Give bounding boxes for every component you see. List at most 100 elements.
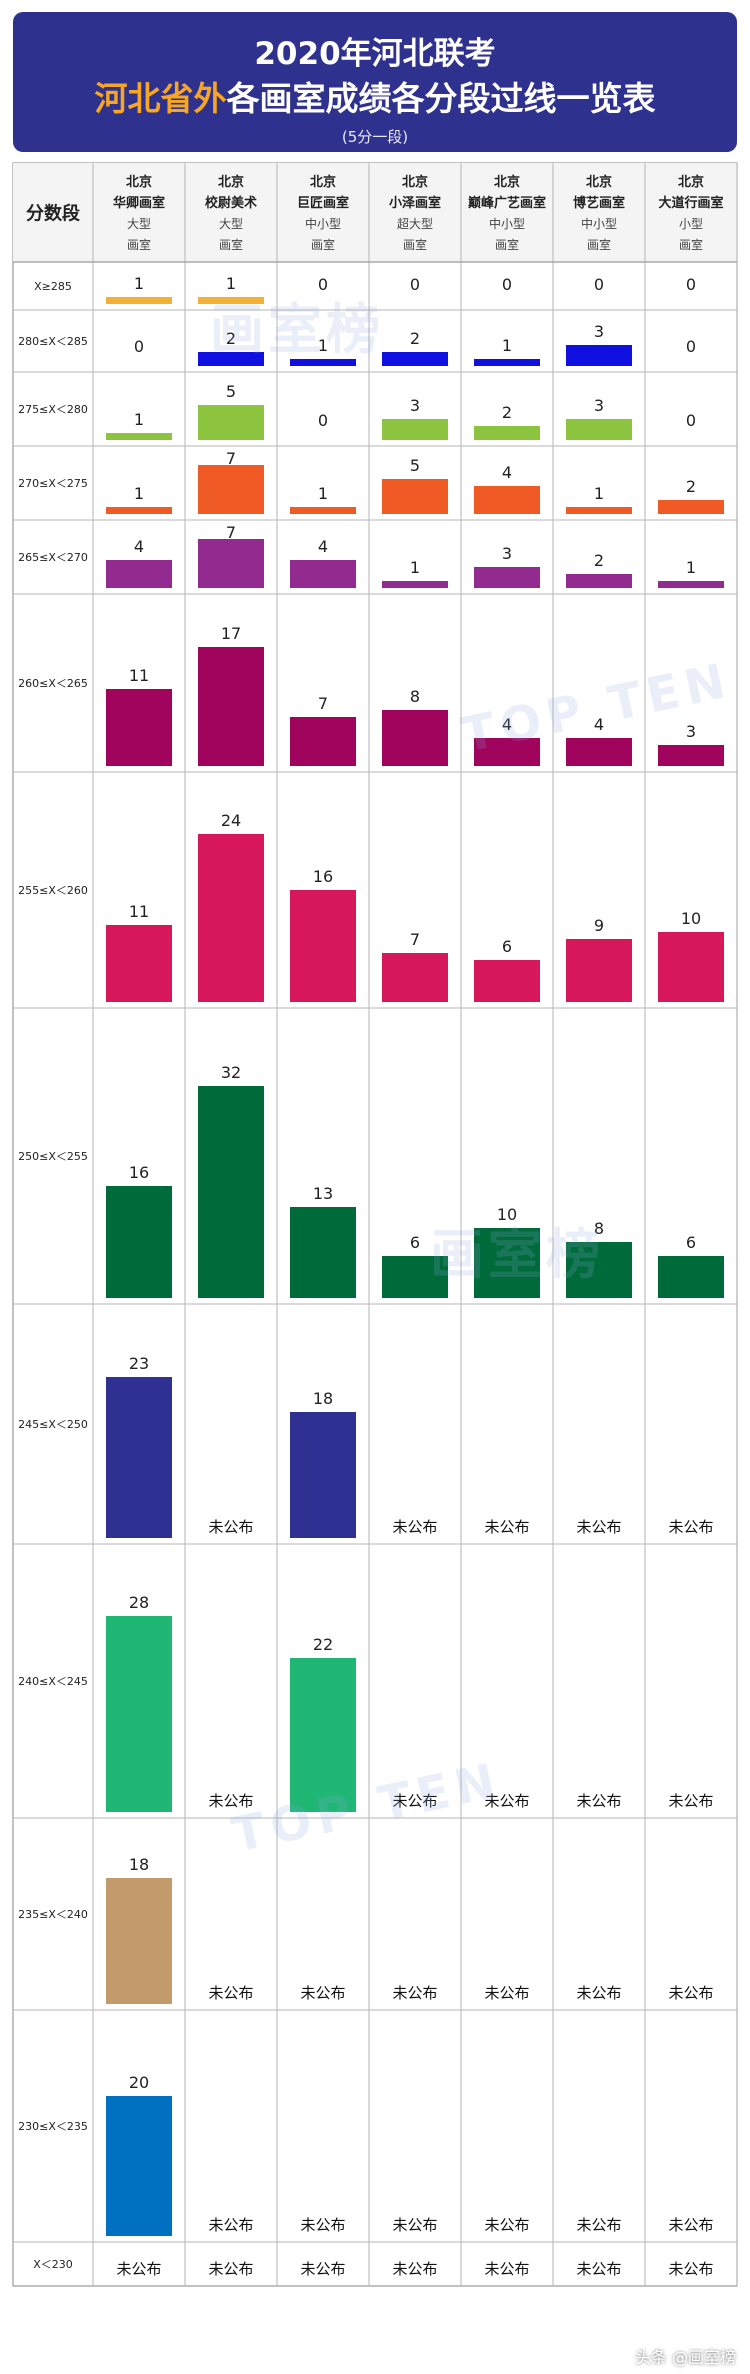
- bar: [106, 1186, 172, 1298]
- bar: [106, 560, 172, 588]
- not-published-label: 未公布: [484, 2216, 529, 2234]
- bar: [106, 1616, 172, 1812]
- column-header-line: 大型: [219, 217, 243, 231]
- column-header-line: 画室: [587, 237, 611, 252]
- bar-value-label: 10: [681, 909, 701, 928]
- bar: [566, 345, 632, 366]
- not-published-label: 未公布: [576, 2216, 621, 2234]
- bar-value-label: 1: [318, 336, 328, 355]
- bar-value-label: 0: [686, 275, 696, 294]
- bar-value-label: 10: [497, 1205, 517, 1224]
- bar: [198, 539, 264, 588]
- bar: [474, 567, 540, 588]
- bar: [198, 405, 264, 440]
- bar-value-label: 5: [226, 382, 236, 401]
- bar-value-label: 4: [134, 537, 144, 556]
- bar: [382, 352, 448, 366]
- bar-value-label: 1: [410, 558, 420, 577]
- bar: [474, 1228, 540, 1298]
- bar-value-label: 28: [129, 1593, 149, 1612]
- bar-value-label: 1: [318, 484, 328, 503]
- column-header-line: 画室: [679, 237, 703, 252]
- bar: [566, 419, 632, 440]
- bar: [198, 465, 264, 514]
- not-published-label: 未公布: [208, 1984, 253, 2002]
- bar: [566, 738, 632, 766]
- chart-title-line1: 2020年河北联考: [254, 36, 496, 72]
- not-published-label: 未公布: [392, 1792, 437, 1810]
- bar: [474, 486, 540, 514]
- bar: [474, 426, 540, 440]
- column-header-line: 超大型: [397, 216, 433, 231]
- row-label: 280≤X＜285: [18, 335, 88, 348]
- bar: [106, 1377, 172, 1538]
- bar: [382, 479, 448, 514]
- bar: [658, 500, 724, 514]
- not-published-label: 未公布: [392, 1984, 437, 2002]
- bar-value-label: 9: [594, 916, 604, 935]
- bar-value-label: 1: [134, 484, 144, 503]
- bar-value-label: 11: [129, 666, 149, 685]
- bar-value-label: 1: [134, 274, 144, 293]
- row-label: 255≤X＜260: [18, 884, 88, 897]
- not-published-label: 未公布: [576, 1984, 621, 2002]
- bar-value-label: 3: [410, 396, 420, 415]
- row-label: 260≤X＜265: [18, 677, 88, 690]
- bar: [566, 507, 632, 514]
- column-header-line: 北京: [126, 174, 152, 190]
- bar: [658, 745, 724, 766]
- bar-value-label: 18: [313, 1389, 333, 1408]
- not-published-label: 未公布: [576, 2260, 621, 2278]
- bar: [382, 710, 448, 766]
- bar-value-label: 3: [594, 396, 604, 415]
- bar-value-label: 1: [686, 558, 696, 577]
- bar-value-label: 16: [129, 1163, 149, 1182]
- bar: [290, 359, 356, 366]
- bar: [474, 359, 540, 366]
- not-published-label: 未公布: [484, 1518, 529, 1536]
- bar-value-label: 17: [221, 624, 241, 643]
- not-published-label: 未公布: [484, 2260, 529, 2278]
- column-header-line: 校尉美术: [205, 195, 257, 211]
- chart-title-rest: 各画室成绩各分段过线一览表: [226, 79, 656, 118]
- bar-value-label: 4: [594, 715, 604, 734]
- bar-value-label: 0: [686, 411, 696, 430]
- not-published-label: 未公布: [300, 2216, 345, 2234]
- bar: [106, 925, 172, 1002]
- bar: [382, 581, 448, 588]
- bar-value-label: 3: [686, 722, 696, 741]
- chart-subtitle: (5分一段): [341, 128, 409, 146]
- not-published-label: 未公布: [576, 1792, 621, 1810]
- row-label: 270≤X＜275: [18, 477, 88, 490]
- row-label: X＜230: [33, 2258, 73, 2271]
- bar-value-label: 0: [410, 275, 420, 294]
- column-header-line: 北京: [494, 174, 520, 190]
- not-published-label: 未公布: [300, 1984, 345, 2002]
- bar-value-label: 7: [410, 930, 420, 949]
- bar-value-label: 0: [134, 337, 144, 356]
- bar: [106, 297, 172, 304]
- not-published-label: 未公布: [484, 1984, 529, 2002]
- bar-value-label: 0: [686, 337, 696, 356]
- bar-value-label: 8: [594, 1219, 604, 1238]
- bar: [474, 960, 540, 1002]
- bar-value-label: 32: [221, 1063, 241, 1082]
- row-label: 275≤X＜280: [18, 403, 88, 416]
- bar: [658, 581, 724, 588]
- column-header-line: 画室: [219, 237, 243, 252]
- column-header-line: 大道行画室: [658, 195, 723, 211]
- column-header-line: 博艺画室: [573, 195, 625, 211]
- column-header-line: 中小型: [489, 216, 525, 231]
- column-header-line: 大型: [127, 217, 151, 231]
- not-published-label: 未公布: [668, 2260, 713, 2278]
- bar-value-label: 0: [318, 275, 328, 294]
- column-header-line: 北京: [678, 174, 704, 190]
- bar-value-label: 7: [226, 449, 236, 468]
- bar: [198, 352, 264, 366]
- bar-value-label: 4: [502, 463, 512, 482]
- not-published-label: 未公布: [668, 1518, 713, 1536]
- bar: [106, 1878, 172, 2004]
- bar: [106, 2096, 172, 2236]
- bar-value-label: 23: [129, 1354, 149, 1373]
